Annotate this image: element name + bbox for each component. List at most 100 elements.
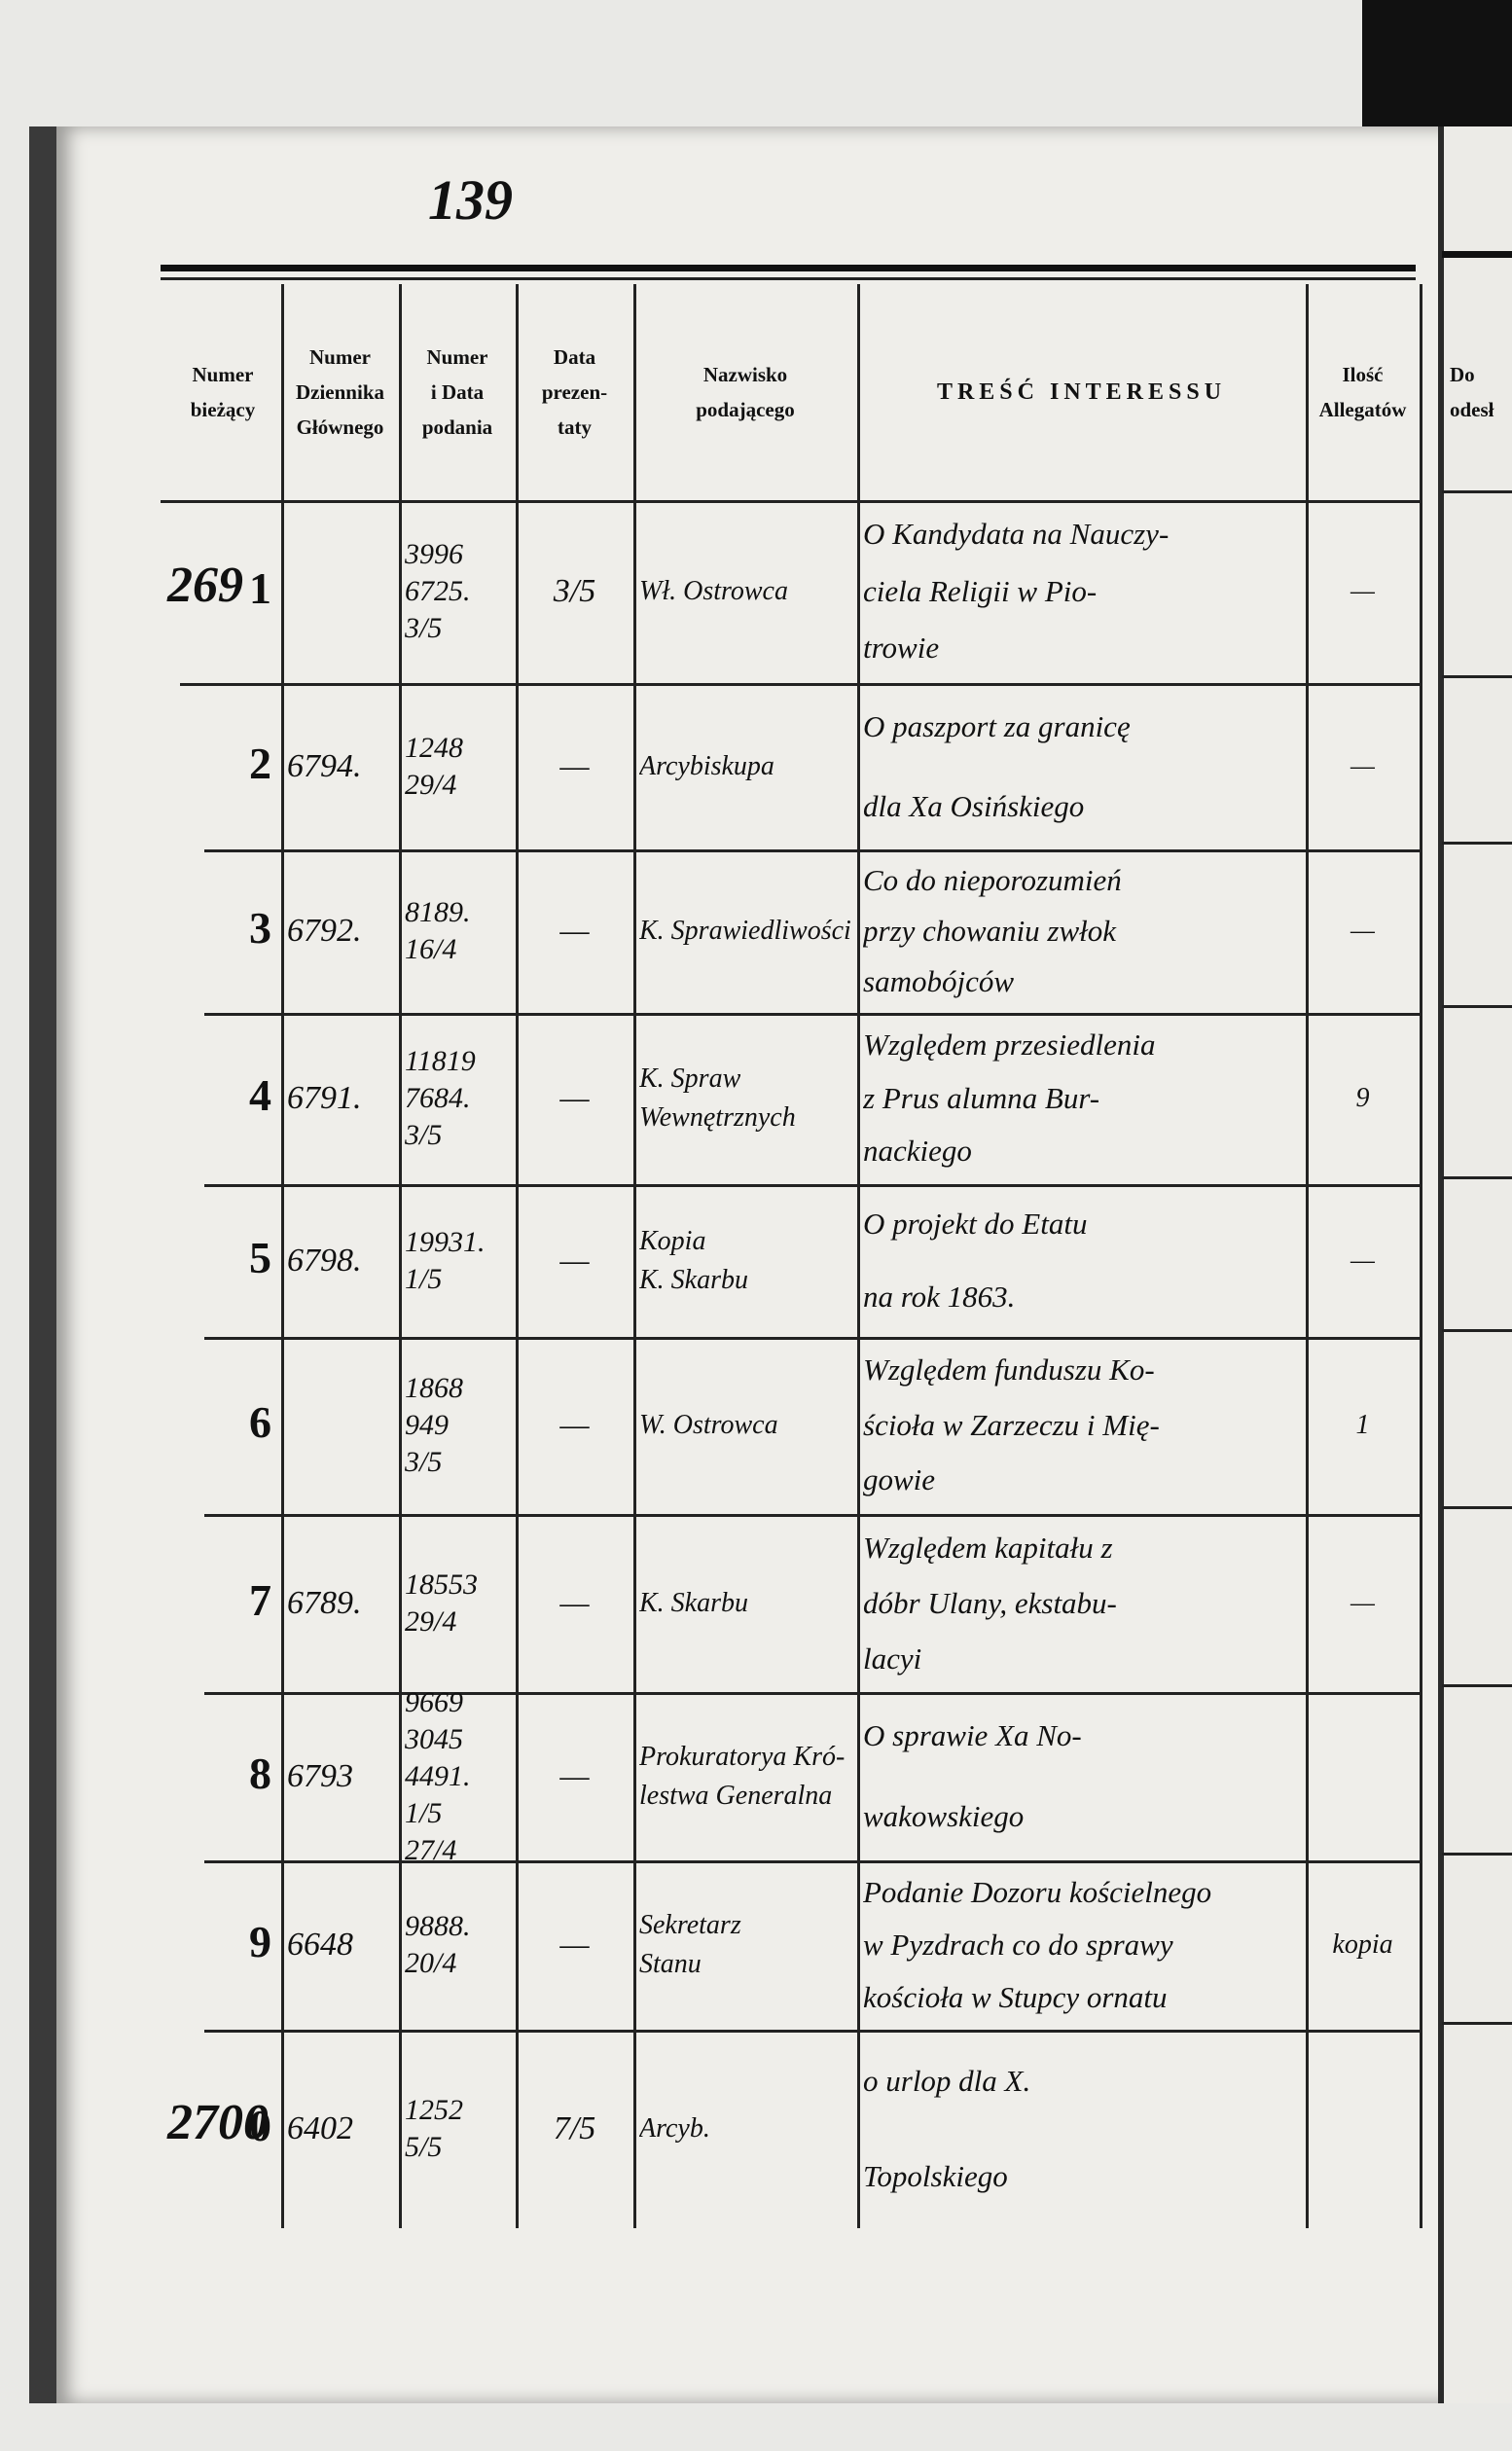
- header-cell: TREŚĆ INTERESSU: [857, 284, 1306, 500]
- number-date: 19931. 1/5: [405, 1184, 510, 1337]
- number-date-line: 3/5: [405, 1119, 443, 1151]
- content: o urlop dla X. Topolskiego: [863, 2030, 1300, 2228]
- presented-text: —: [559, 1407, 590, 1443]
- attachments-text: —: [1350, 750, 1375, 781]
- applicant-line: K. Skarbu: [639, 1264, 748, 1295]
- row-rule: [180, 683, 1420, 686]
- applicant: Arcyb.: [639, 2030, 851, 2228]
- journal-number: 6792.: [287, 849, 393, 1013]
- journal-text: 6794.: [287, 747, 362, 784]
- row-rule: [1442, 1684, 1512, 1687]
- column-rule: [1420, 284, 1422, 2228]
- presented-date: —: [522, 1184, 628, 1337]
- attachments-text: 9: [1355, 1083, 1370, 1113]
- content-line: lacyi: [863, 1641, 922, 1676]
- row-rule: [1442, 675, 1512, 678]
- number-date: 1252 5/5: [405, 2030, 510, 2228]
- content: Względem funduszu Ko-ścioła w Zarzeczu i…: [863, 1337, 1300, 1514]
- column-rule: [633, 284, 636, 2228]
- journal-text: 6791.: [287, 1080, 362, 1116]
- next-page-header: Do odesł: [1450, 284, 1512, 500]
- attachments: [1312, 2030, 1414, 2228]
- header-cell: Nazwisko podającego: [633, 284, 857, 500]
- content-line: z Prus alumna Bur-: [863, 1080, 1100, 1115]
- row-rule: [1442, 2022, 1512, 2025]
- row-rule: [204, 1184, 1420, 1187]
- presented-text: 7/5: [553, 2110, 596, 2146]
- entry-number: 3: [249, 903, 271, 953]
- row-rule: [1442, 842, 1512, 845]
- content-line: przy chowaniu zwłok: [863, 914, 1117, 948]
- content: O projekt do Etatu na rok 1863.: [863, 1184, 1300, 1337]
- number-date-line: 3/5: [405, 1446, 443, 1478]
- entry-number: 5: [249, 1232, 271, 1282]
- presented-text: —: [559, 1757, 590, 1794]
- number-date-line: 27/4: [405, 1833, 457, 1861]
- number-date-line: 6725.: [405, 575, 471, 607]
- margin-number: 269: [167, 558, 243, 613]
- content-line: O sprawie Xa No-: [863, 1718, 1082, 1752]
- content-line: samobójców: [863, 964, 1014, 998]
- header-text: Numer: [192, 363, 254, 386]
- applicant-line: Wł. Ostrowca: [639, 576, 788, 606]
- row-rule: [1442, 1853, 1512, 1856]
- applicant-line: Arcybiskupa: [639, 750, 774, 781]
- content-line: kościoła w Stupcy ornatu: [863, 1980, 1168, 2014]
- number-date: 3996 6725. 3/5: [405, 500, 510, 683]
- applicant: Sekretarz Stanu: [639, 1860, 851, 2030]
- content-line: O projekt do Etatu: [863, 1207, 1088, 1241]
- presented-date: —: [522, 1013, 628, 1184]
- number-date: 8189. 16/4: [405, 849, 510, 1013]
- entry-number: 7: [249, 1574, 271, 1625]
- header-text: podającego: [696, 398, 795, 421]
- column-rule: [857, 284, 860, 2228]
- number-date-line: 29/4: [405, 768, 457, 801]
- header-cell: Numer i Data podania: [399, 284, 516, 500]
- entry-number: 8: [249, 1748, 271, 1798]
- header-text: Nazwisko: [702, 363, 788, 386]
- presented-date: 3/5: [522, 500, 628, 683]
- applicant-line: K. Sprawiedliwości: [639, 916, 851, 946]
- presented-text: —: [559, 1584, 590, 1621]
- attachments: —: [1312, 683, 1414, 849]
- header-text: Numer: [426, 345, 488, 369]
- content-line: Podanie Dozoru kościelnego: [863, 1875, 1212, 1909]
- number-date-line: 1/5: [405, 1262, 443, 1295]
- entry-number: 6: [249, 1397, 271, 1447]
- journal-number: 6791.: [287, 1013, 393, 1184]
- row-rule: [204, 1514, 1420, 1517]
- attachments: —: [1312, 1514, 1414, 1692]
- row-rule: [1442, 1329, 1512, 1332]
- number-date: 11819 7684. 3/5: [405, 1013, 510, 1184]
- number-date-line: 949: [405, 1409, 449, 1441]
- header-rule: [161, 500, 1420, 503]
- entry-number: 1: [249, 563, 271, 613]
- number-date-line: 1868: [405, 1372, 463, 1404]
- column-rule: [1306, 284, 1309, 2228]
- row-rule: [204, 849, 1420, 852]
- attachments: 1: [1312, 1337, 1414, 1514]
- presented-text: 3/5: [553, 573, 596, 609]
- header-text: odesł: [1450, 398, 1494, 421]
- row-rule: [204, 1013, 1420, 1016]
- number-date-line: 16/4: [405, 933, 457, 965]
- content-line: ciela Religii w Pio-: [863, 573, 1098, 608]
- journal-number: 6402: [287, 2030, 393, 2228]
- content-line: dóbr Ulany, ekstabu-: [863, 1586, 1117, 1620]
- number-date-line: 1252: [405, 2094, 463, 2126]
- entry-number: 2: [249, 738, 271, 788]
- header-text: TREŚĆ INTERESSU: [936, 379, 1227, 405]
- applicant: Kopia K. Skarbu: [639, 1184, 851, 1337]
- applicant-line: Prokuratorya Kró-: [639, 1741, 846, 1772]
- column-rule: [281, 284, 284, 2228]
- presented-date: 7/5: [522, 2030, 628, 2228]
- presented-text: —: [559, 913, 590, 949]
- page: [29, 126, 1448, 2403]
- number-date: 9669 3045 4491. 1/5 27/4: [405, 1692, 510, 1860]
- row-rule: [204, 2030, 1420, 2033]
- header-text: Data: [553, 345, 596, 369]
- applicant-line: lestwa Generalna: [639, 1780, 833, 1811]
- number-date-line: 1248: [405, 731, 463, 764]
- number-date-line: 3996: [405, 538, 463, 570]
- page-number: 139: [428, 168, 513, 232]
